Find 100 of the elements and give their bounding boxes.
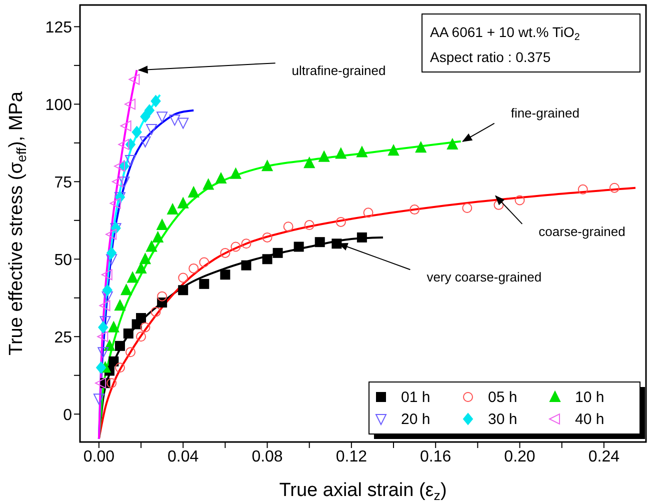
annotation: ultrafine-grained <box>292 63 386 78</box>
point <box>230 242 241 252</box>
point <box>96 362 106 374</box>
point <box>188 186 200 198</box>
point <box>157 291 168 302</box>
annotation: fine-grained <box>510 105 580 120</box>
x-tick-label: 0.04 <box>168 448 199 466</box>
point <box>388 144 400 156</box>
point <box>178 118 189 129</box>
point <box>178 272 188 283</box>
point <box>127 272 138 283</box>
point <box>106 254 118 266</box>
point <box>102 291 113 302</box>
point <box>178 197 189 208</box>
point <box>98 347 109 358</box>
point <box>283 222 294 232</box>
legend-label: 30 h <box>488 411 518 428</box>
point <box>150 306 161 317</box>
point <box>178 285 188 296</box>
annotation: coarse-grained <box>538 224 626 239</box>
x-tick-label: 0.24 <box>588 448 620 466</box>
point <box>124 98 136 110</box>
point <box>363 208 374 218</box>
annotation: very coarse-grained <box>426 270 542 285</box>
point <box>114 300 126 311</box>
point <box>140 136 151 148</box>
point <box>262 232 272 242</box>
point <box>314 237 325 248</box>
y-tick-label: 75 <box>54 174 72 192</box>
legend-label: 10 h <box>575 389 604 406</box>
point <box>262 254 272 264</box>
point <box>241 238 252 249</box>
point <box>356 232 367 242</box>
y-tick-label: 25 <box>54 329 72 346</box>
point <box>123 328 134 339</box>
point <box>188 263 199 274</box>
x-tick-label: 0.08 <box>252 448 283 466</box>
point <box>140 253 151 264</box>
annotation: AA 6061 + 10 wt.% TiO$_{2}$ <box>430 24 580 43</box>
point <box>230 168 242 179</box>
point <box>114 160 125 172</box>
legend-label: 20 h <box>401 411 430 428</box>
point <box>95 378 106 389</box>
point <box>304 220 314 230</box>
point <box>140 110 150 123</box>
point <box>335 148 346 159</box>
point <box>120 120 132 132</box>
point <box>150 95 161 108</box>
point <box>102 284 112 296</box>
point <box>97 331 108 342</box>
point <box>108 356 119 366</box>
point <box>220 248 230 258</box>
point <box>118 138 130 150</box>
point <box>106 228 117 240</box>
point <box>199 278 210 289</box>
point <box>262 160 273 172</box>
point <box>356 146 368 158</box>
point <box>578 184 588 194</box>
point <box>132 126 142 138</box>
x-tick-label: 0.16 <box>420 448 452 466</box>
legend-label: 05 h <box>488 389 518 406</box>
point <box>128 74 140 85</box>
annotation: Aspect ratio : 0.375 <box>430 49 551 65</box>
point <box>156 112 168 123</box>
point <box>220 270 230 280</box>
point <box>126 347 136 358</box>
point <box>332 238 342 249</box>
point <box>118 176 130 188</box>
point <box>110 198 121 209</box>
x-tick-label: 0.00 <box>83 448 115 466</box>
point <box>146 124 158 135</box>
x-tick-label: 0.20 <box>504 448 536 466</box>
point <box>272 248 283 258</box>
point <box>114 340 125 351</box>
point <box>146 240 158 252</box>
point <box>120 284 132 296</box>
point <box>294 242 304 252</box>
point <box>415 142 426 153</box>
point <box>410 204 420 215</box>
point <box>152 231 164 242</box>
point <box>514 195 525 206</box>
legend-label: 40 h <box>575 411 604 428</box>
point <box>318 150 330 162</box>
point <box>336 216 346 227</box>
point <box>108 321 120 332</box>
point <box>114 362 125 373</box>
point <box>167 204 178 215</box>
point <box>446 138 458 150</box>
point <box>106 246 117 259</box>
x-axis-title: True axial strain (ε$_{z}$) <box>279 480 447 503</box>
point <box>125 154 136 166</box>
point <box>101 269 112 280</box>
point <box>241 260 252 270</box>
point <box>169 114 180 126</box>
point <box>136 332 146 342</box>
point <box>609 182 620 193</box>
point <box>98 321 108 334</box>
point <box>112 176 123 188</box>
y-tick-label: 100 <box>45 96 72 114</box>
y-tick-label: 50 <box>54 252 72 269</box>
